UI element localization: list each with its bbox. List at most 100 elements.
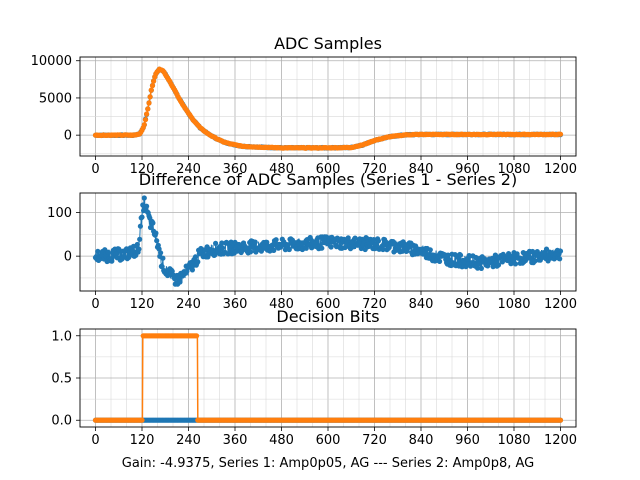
- data-point: [286, 246, 292, 253]
- x-tick-label: 360: [223, 433, 248, 448]
- data-point: [285, 242, 291, 248]
- data-point: [144, 203, 150, 209]
- x-tick-label: 1200: [544, 433, 577, 448]
- data-point: [148, 87, 154, 93]
- data-point: [109, 258, 115, 264]
- data-point: [402, 241, 408, 247]
- data-point: [219, 240, 225, 246]
- data-point: [246, 245, 252, 251]
- data-point: [271, 247, 277, 253]
- difference-panel: 0 120 240 360 480 600 720 840 960 1080 1200 0 100: [47, 192, 577, 312]
- series-group: [92, 195, 564, 287]
- y-tick-label: 10000: [31, 54, 72, 69]
- x-tick-label: 120: [130, 162, 155, 177]
- data-point: [184, 268, 190, 274]
- data-point: [154, 238, 160, 244]
- x-tick-label: 240: [176, 162, 201, 177]
- decision-bits-panel: 0 120 240 360 480 600 720 840 960 1080 1200 0.0 0.5 1…: [51, 328, 577, 448]
- data-point: [160, 255, 166, 261]
- data-point: [247, 249, 254, 255]
- data-point: [192, 254, 199, 260]
- chart-title: Difference of ADC Samples (Series 1 - Se…: [139, 170, 517, 189]
- x-tick-label: 480: [269, 162, 294, 177]
- x-tick-label: 840: [409, 297, 434, 312]
- y-tick-label: 100: [47, 206, 72, 221]
- chart-title: Decision Bits: [276, 307, 379, 326]
- y-tick-label: 0: [64, 250, 72, 265]
- data-point: [220, 245, 226, 251]
- data-point: [149, 83, 156, 89]
- x-tick-label: 240: [176, 433, 201, 448]
- data-point: [105, 249, 111, 255]
- data-point: [557, 248, 564, 254]
- x-tick-label: 600: [316, 297, 341, 312]
- x-tick-label: 1080: [497, 297, 530, 312]
- data-point: [328, 244, 334, 250]
- x-tick-label: 840: [409, 433, 434, 448]
- data-point: [195, 259, 201, 265]
- x-tick-label: 360: [223, 297, 248, 312]
- data-point: [476, 261, 482, 267]
- y-tick-label: 0: [64, 129, 72, 144]
- data-point: [147, 224, 154, 231]
- data-point: [194, 333, 200, 339]
- data-point: [141, 195, 147, 201]
- data-point: [151, 78, 157, 84]
- x-tick-label: 720: [362, 297, 387, 312]
- data-point: [147, 94, 153, 100]
- data-point: [95, 248, 101, 254]
- x-tick-label: 480: [269, 433, 294, 448]
- data-point: [141, 122, 147, 128]
- x-tick-label: 240: [176, 297, 201, 312]
- data-point: [437, 258, 443, 264]
- data-point: [380, 246, 386, 253]
- data-point: [557, 417, 564, 423]
- plot-area: [80, 329, 576, 427]
- y-tick-label: 0.0: [51, 414, 72, 429]
- data-point: [495, 262, 502, 268]
- x-tick-label: 600: [316, 433, 341, 448]
- data-point: [137, 236, 143, 242]
- chart-title: ADC Samples: [274, 34, 382, 53]
- y-tick-label: 1.0: [51, 329, 72, 344]
- data-point: [427, 247, 433, 253]
- data-point: [139, 417, 145, 423]
- data-point: [445, 252, 451, 258]
- data-point: [116, 247, 123, 253]
- series-difference: [92, 195, 564, 287]
- data-point: [139, 214, 145, 220]
- data-point: [345, 235, 351, 241]
- y-tick-label: 0.5: [51, 372, 72, 387]
- x-tick-label: 480: [269, 297, 294, 312]
- data-point: [145, 106, 151, 112]
- data-point: [371, 237, 377, 243]
- data-point: [514, 251, 520, 257]
- series-group: [92, 333, 564, 423]
- plot-area: [80, 193, 576, 291]
- data-point: [146, 100, 152, 106]
- data-point: [153, 230, 159, 236]
- adc-samples-panel: 0 120 240 360 480 600 720 840 960 1080 1200 0 5000 10…: [31, 54, 577, 177]
- data-point: [273, 237, 279, 243]
- data-point: [252, 239, 258, 245]
- data-point: [177, 279, 183, 285]
- x-tick-label: 960: [455, 162, 480, 177]
- data-point: [478, 265, 484, 271]
- data-point: [134, 241, 140, 248]
- data-point: [475, 265, 481, 271]
- data-point: [532, 258, 538, 264]
- data-point: [158, 250, 164, 256]
- x-tick-label: 720: [362, 433, 387, 448]
- data-point: [542, 251, 548, 257]
- data-point: [213, 240, 219, 246]
- data-point: [557, 256, 563, 262]
- axes-frame: [79, 192, 577, 292]
- x-tick-label: 1200: [544, 162, 577, 177]
- data-point: [534, 249, 540, 255]
- x-tick-label: 0: [91, 162, 99, 177]
- data-point: [137, 223, 143, 229]
- data-point: [512, 261, 519, 267]
- x-tick-label: 360: [223, 162, 248, 177]
- x-tick-label: 0: [91, 297, 99, 312]
